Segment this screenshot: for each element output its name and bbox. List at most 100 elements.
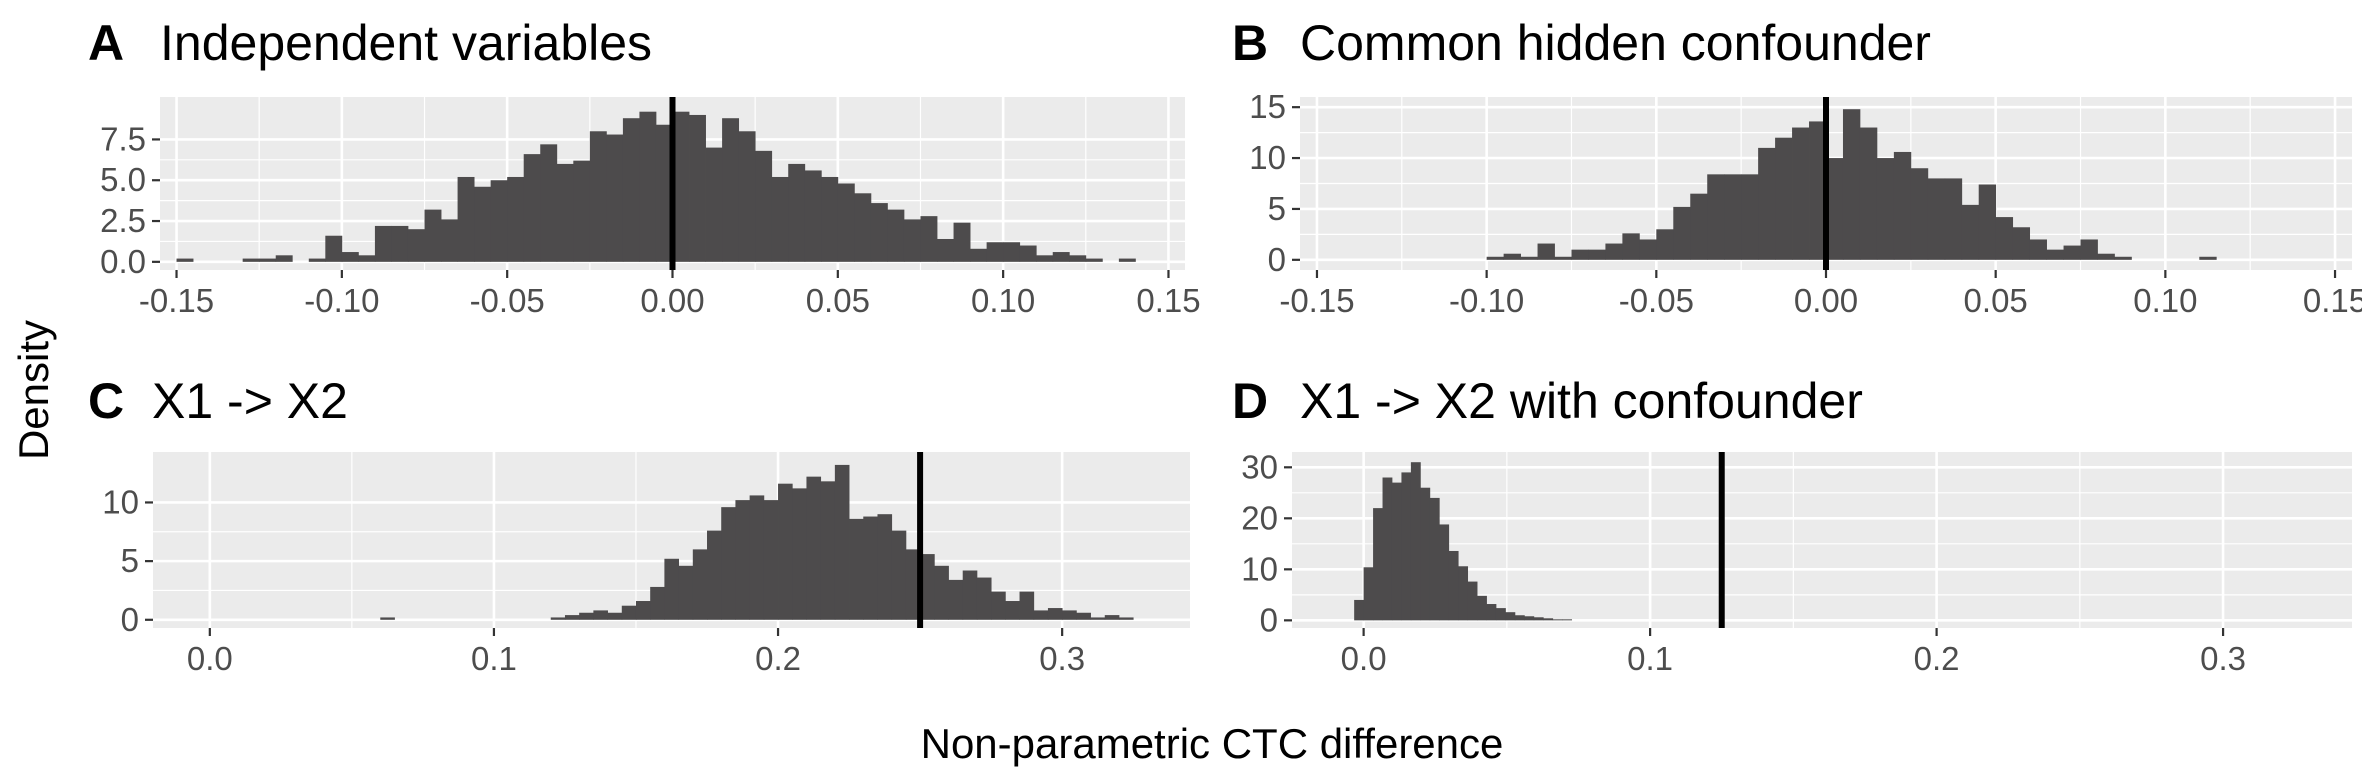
x-tick-label: 0.1 <box>1627 640 1673 677</box>
histogram-bar <box>1554 256 1572 260</box>
histogram-bar <box>380 617 395 620</box>
panel-letter: C <box>88 373 124 429</box>
histogram-bar <box>1859 127 1878 260</box>
histogram-bar <box>891 530 907 620</box>
y-tick-label: 5.0 <box>100 161 146 198</box>
y-tick-label: 2.5 <box>100 202 146 239</box>
histogram-bar <box>1758 147 1776 260</box>
x-tick-label: 0.15 <box>1136 282 1200 319</box>
histogram-bar <box>490 180 508 262</box>
panel-a: -0.15 -0.10 -0.05 0.00 0.05 0.10 0.15 0.0 2.5 5.0… <box>88 15 1201 319</box>
x-tick-label: 0.3 <box>2200 640 2246 677</box>
histogram-bar <box>457 176 475 262</box>
histogram-bar <box>1893 151 1912 260</box>
histogram-bar <box>792 488 807 620</box>
x-tick-label: 0.3 <box>1039 640 1085 677</box>
histogram-bar <box>692 549 708 620</box>
histogram-bar <box>755 150 773 262</box>
histogram-bar <box>1520 256 1538 260</box>
x-axis-title: Non-parametric CTC difference <box>921 720 1504 767</box>
histogram-bar <box>735 500 751 620</box>
histogram-bar <box>1961 204 1980 260</box>
x-tick-label: 0.10 <box>2133 282 2197 319</box>
histogram-bar <box>407 229 425 262</box>
x-tick-label: 0.1 <box>471 640 517 677</box>
histogram-bar <box>1391 482 1402 621</box>
histogram-bar <box>1104 615 1120 620</box>
histogram-bar <box>1363 567 1374 621</box>
histogram-bar <box>937 238 954 262</box>
histogram-bar <box>1514 615 1525 621</box>
histogram-bar <box>523 154 541 262</box>
histogram-bar <box>1533 617 1544 621</box>
y-tick-label: 0 <box>121 601 139 638</box>
histogram-bar <box>1062 610 1077 620</box>
histogram-bar <box>424 209 442 262</box>
y-tick-label: 10 <box>1249 139 1286 176</box>
histogram-bar <box>639 111 657 262</box>
histogram-bar <box>1118 617 1134 620</box>
histogram-bar <box>1076 612 1091 620</box>
histogram-bar <box>991 591 1006 620</box>
histogram-bar <box>1978 184 1997 260</box>
histogram-bar <box>1995 217 2014 260</box>
histogram-bar <box>806 476 822 620</box>
y-tick-label: 0 <box>1260 601 1278 638</box>
panel-c: 0.0 0.1 0.2 0.3 0 5 10 C X1 -> X2 <box>88 373 1190 677</box>
panel-title: X1 -> X2 with confounder <box>1300 373 1863 429</box>
histogram-bar <box>870 203 888 262</box>
histogram-bar <box>1467 581 1478 621</box>
panels: -0.15 -0.10 -0.05 0.00 0.05 0.10 0.150.02.55.0… <box>88 15 2362 677</box>
histogram-bar <box>635 601 651 620</box>
histogram-bar <box>1690 193 1708 260</box>
histogram-bar <box>1588 249 1606 260</box>
histogram-bar <box>738 131 756 262</box>
histogram-bar <box>1429 497 1440 621</box>
histogram-bar <box>655 124 673 262</box>
histogram-bar <box>1927 178 1946 260</box>
histogram-bar <box>837 183 855 262</box>
histogram-bar <box>308 258 326 262</box>
histogram-bar <box>1019 245 1037 262</box>
histogram-bar <box>1673 206 1691 260</box>
histogram-bar <box>1033 610 1049 620</box>
x-tick-label: 0.2 <box>1914 640 1960 677</box>
y-tick-label: 5 <box>1268 190 1286 227</box>
histogram-bar <box>1562 619 1573 621</box>
panel-title: Common hidden confounder <box>1300 15 1931 71</box>
histogram-bar <box>540 144 558 262</box>
histogram-bar <box>1944 178 1963 260</box>
panel-title: Independent variables <box>160 15 652 71</box>
histogram-bar <box>2012 227 2031 260</box>
histogram-bar <box>1486 256 1505 260</box>
histogram-bar <box>903 219 921 262</box>
y-tick-label: 0 <box>1268 241 1286 278</box>
histogram-bar <box>1826 158 1844 260</box>
x-tick-label: -0.05 <box>1619 282 1694 319</box>
histogram-bar <box>1809 121 1827 260</box>
x-tick-label: 0.05 <box>806 282 870 319</box>
histogram-bar <box>176 258 194 262</box>
histogram-bar <box>1420 487 1431 621</box>
histogram-bar <box>1382 477 1393 621</box>
x-tick-label: 0.0 <box>187 640 233 677</box>
histogram-bar <box>970 248 988 262</box>
histogram-bar <box>887 209 905 262</box>
histogram-bar <box>1741 174 1759 260</box>
histogram-bar <box>763 500 779 620</box>
histogram-bar <box>948 579 964 620</box>
histogram-bar <box>2114 256 2132 260</box>
histogram-bar <box>341 252 359 262</box>
x-tick-label: 0.05 <box>1964 282 2028 319</box>
histogram-bar <box>1792 127 1810 260</box>
histogram-bar <box>1571 249 1589 260</box>
histogram-bar <box>579 612 594 620</box>
histogram-bar <box>325 235 343 262</box>
x-tick-label: 0.00 <box>640 282 704 319</box>
histogram-bar <box>391 225 409 262</box>
histogram-bar <box>1401 472 1412 621</box>
histogram-bar <box>962 570 978 620</box>
histogram-bar <box>1537 243 1555 260</box>
histogram-bar <box>374 225 392 262</box>
histogram-bar <box>934 565 949 620</box>
